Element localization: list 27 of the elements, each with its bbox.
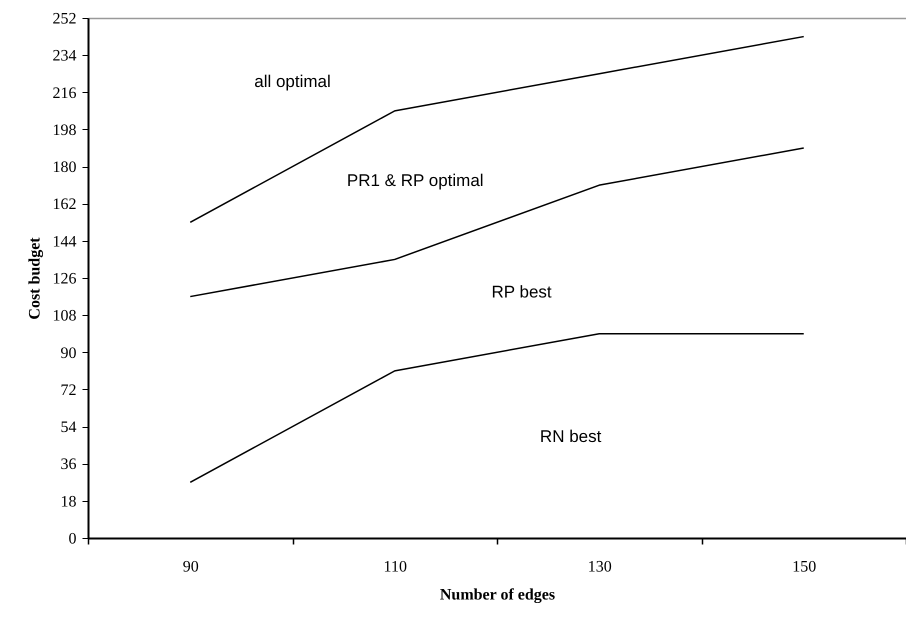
line-series: [190, 36, 804, 224]
y-tick-label: 90: [60, 344, 76, 362]
annotation: RN best: [540, 427, 602, 446]
y-tick-label: 162: [52, 196, 76, 214]
y-tick-label: 252: [52, 10, 76, 28]
y-tick-label: 54: [60, 419, 76, 436]
annotation: PR1 & RP optimal: [346, 170, 484, 190]
y-tick-label: 36: [60, 456, 76, 474]
x-tick-label: 150: [792, 558, 816, 576]
annotation: RP best: [491, 282, 552, 302]
y-tick-label: 18: [60, 493, 76, 510]
y-tick-label: 180: [52, 159, 76, 176]
y-tick-label: 0: [68, 530, 76, 548]
line-series: [190, 147, 804, 298]
y-tick-label: 108: [52, 308, 76, 325]
annotation: all optimal: [254, 72, 331, 91]
x-axis-title: Number of edges: [440, 586, 556, 604]
y-tick-label: 216: [52, 84, 76, 102]
y-axis-title: Cost budget: [26, 236, 44, 320]
y-tick-label: 144: [52, 233, 76, 250]
y-tick-label: 198: [52, 122, 76, 139]
x-tick-label: 130: [588, 558, 612, 576]
x-tick-label: 90: [182, 558, 199, 576]
y-tick-label: 126: [52, 270, 76, 288]
x-tick-label: 110: [384, 558, 407, 576]
y-tick-label: 72: [60, 382, 76, 399]
y-tick-label: 234: [52, 48, 76, 65]
